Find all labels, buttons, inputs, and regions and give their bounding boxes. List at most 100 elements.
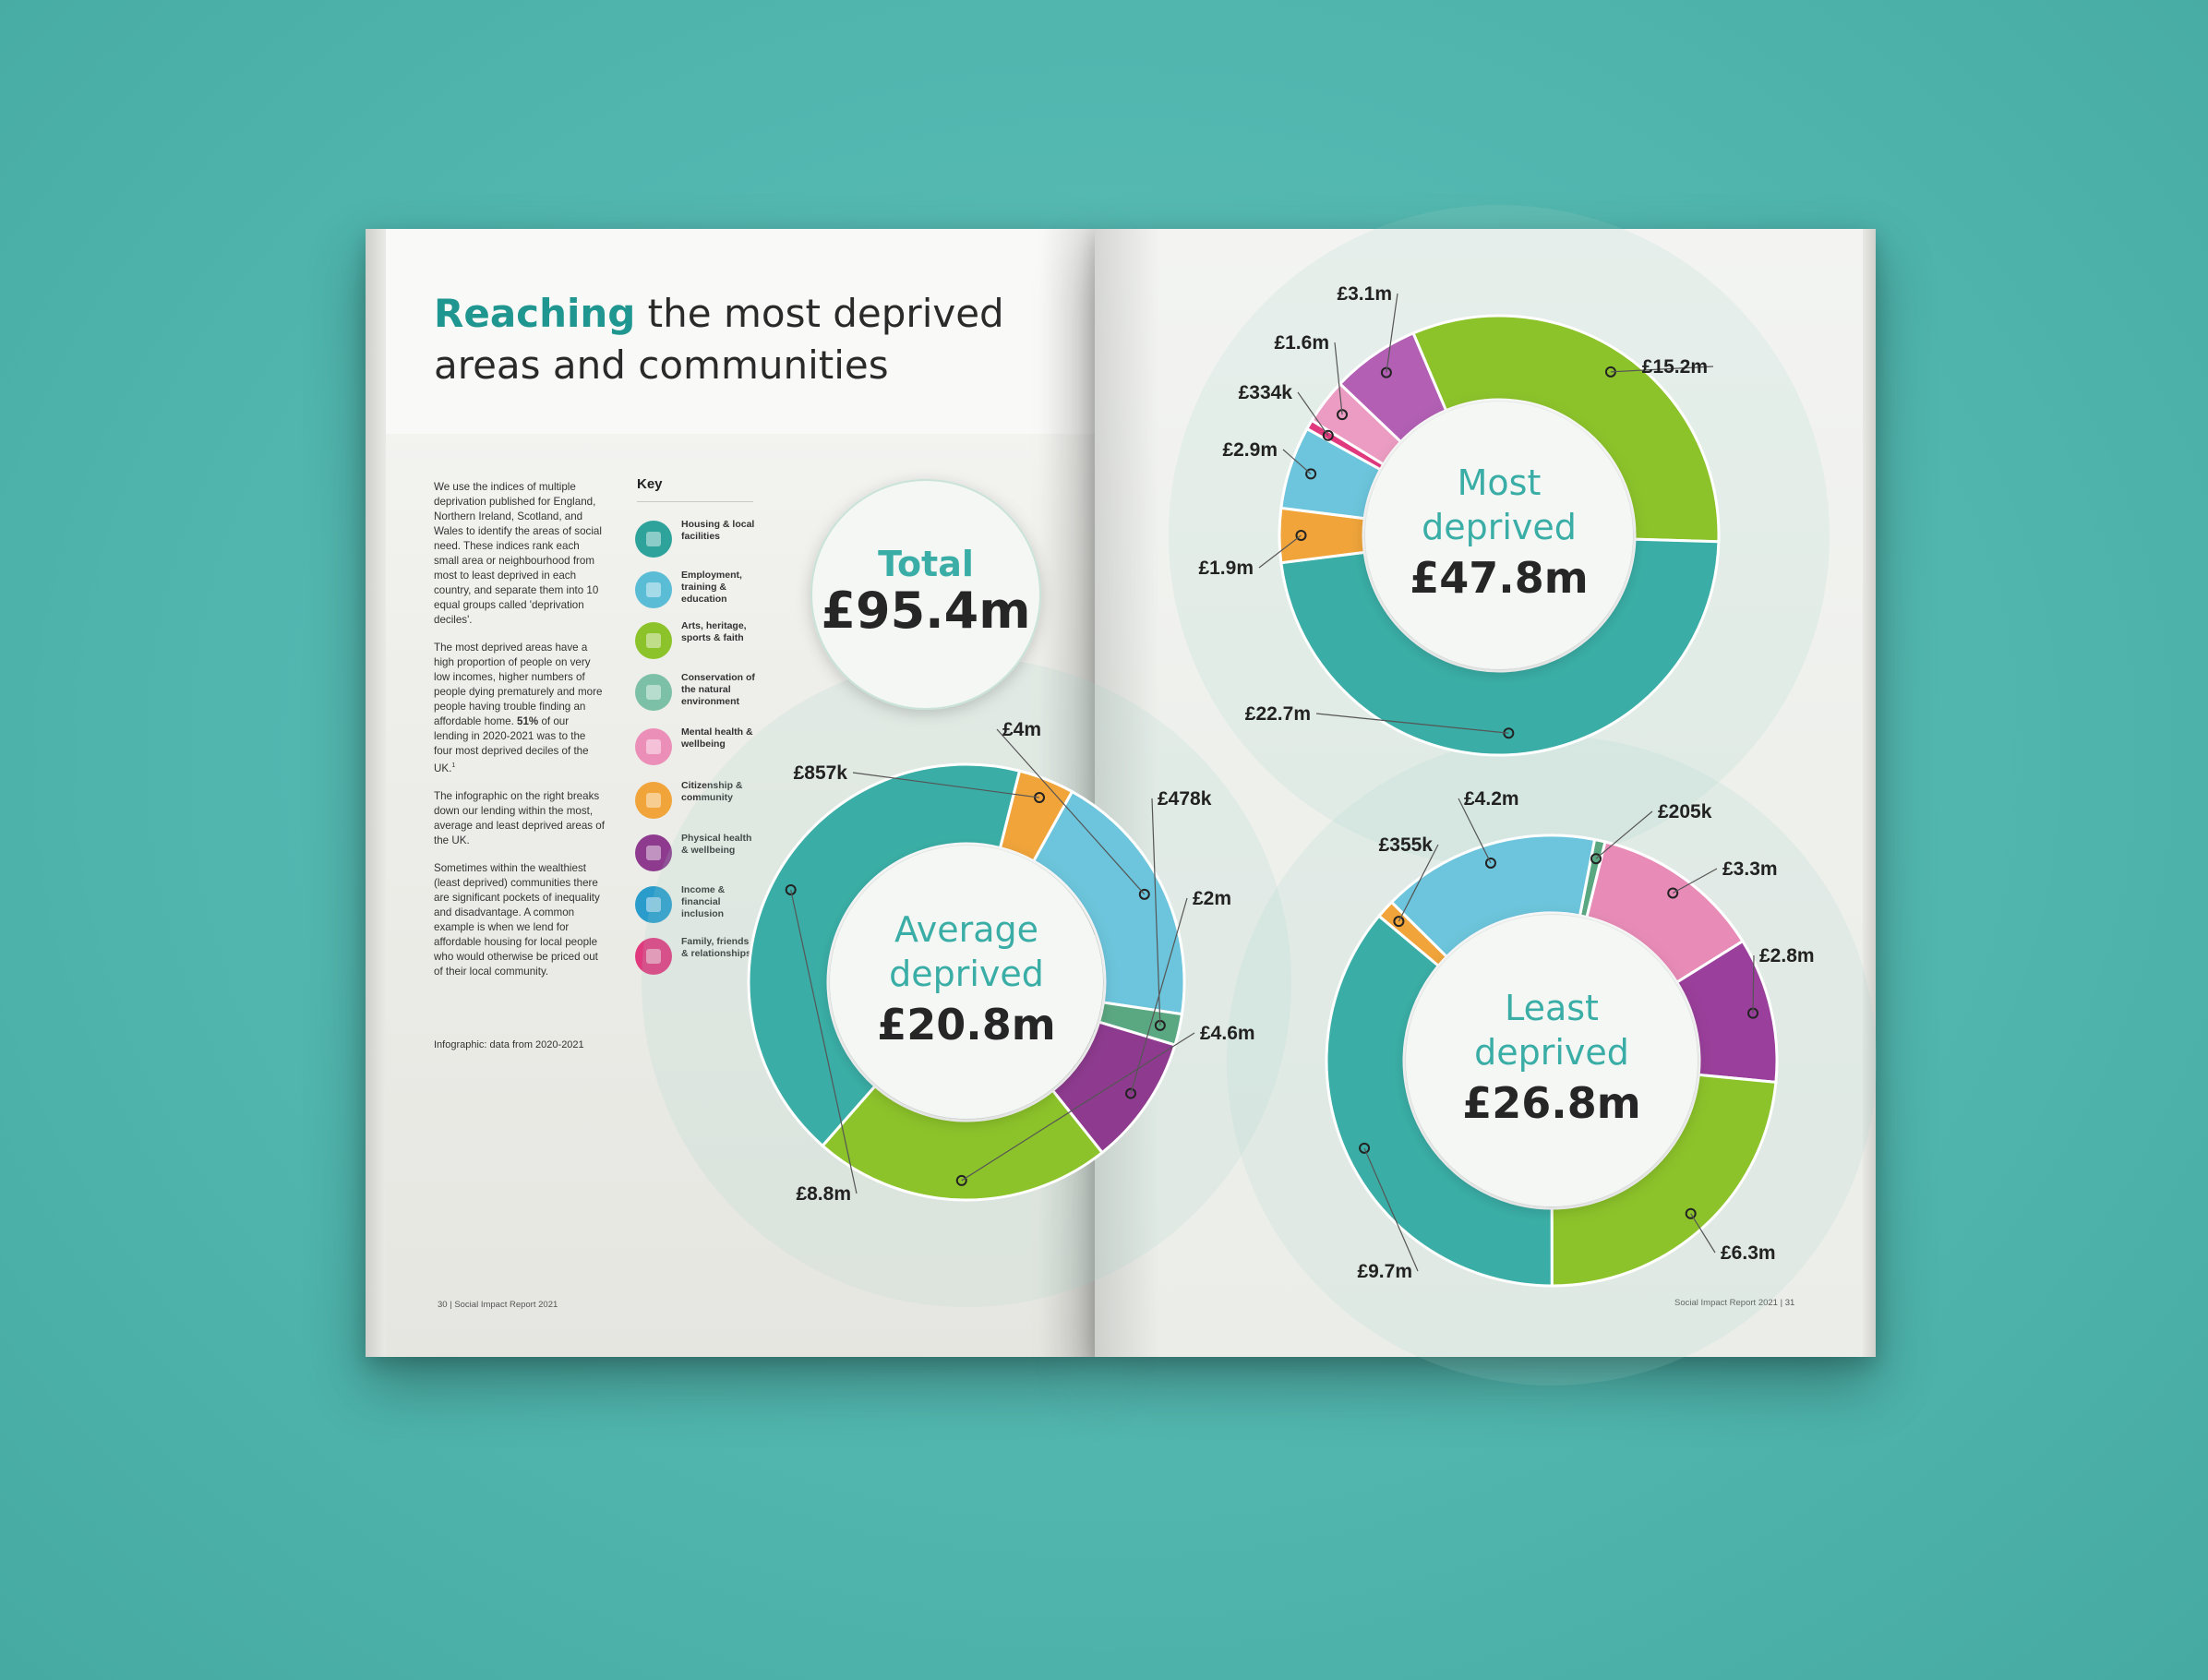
slice-value-label: £355k: [1379, 834, 1434, 856]
slice-value-label: £9.7m: [1357, 1261, 1412, 1282]
slice-value-label: £1.9m: [1198, 558, 1254, 579]
leader-line: [1334, 342, 1343, 415]
key-item: Mental health & wellbeing: [635, 725, 774, 771]
slice-value-label: £857k: [794, 762, 848, 784]
leader-line: [852, 772, 1040, 798]
slice-value-label: £2m: [1193, 888, 1231, 909]
icon-glyph: [646, 532, 661, 546]
icon-glyph: [646, 739, 661, 754]
slice-marker: [1484, 857, 1496, 869]
icon-glyph: [646, 949, 661, 964]
leader-line: [1282, 449, 1312, 474]
icon-glyph: [646, 582, 661, 597]
slice-value-label: £478k: [1158, 788, 1212, 810]
key-label: Conservation of the natural environment: [681, 672, 755, 707]
key-label: Housing & local facilities: [681, 519, 755, 542]
slice-marker: [1125, 1087, 1137, 1099]
book-icon: [635, 571, 672, 608]
slice-marker: [1590, 853, 1602, 865]
slice-value-label: £4.2m: [1464, 788, 1519, 810]
slice-marker: [1667, 887, 1679, 899]
paragraph: The most deprived areas have a high prop…: [434, 641, 606, 776]
title-highlight: Reaching: [434, 291, 636, 336]
people-icon: [635, 782, 672, 819]
leader-line: [1363, 1147, 1419, 1272]
donut-center: [830, 846, 1103, 1119]
chart-name-line: deprived: [889, 954, 1044, 994]
slice-marker: [1295, 530, 1307, 542]
slice-value-label: £2.9m: [1222, 439, 1278, 461]
slice-value-label: £15.2m: [1642, 356, 1708, 378]
donut-slice: [1411, 314, 1721, 544]
coin-hand-icon: [635, 886, 672, 923]
slice-value-label: £3.1m: [1337, 283, 1392, 305]
chart-name-line: deprived: [1422, 507, 1577, 547]
icon-glyph: [646, 897, 661, 912]
icon-glyph: [646, 633, 661, 648]
donut-slice: [1389, 834, 1597, 959]
data-source-note: Infographic: data from 2020-2021: [434, 1039, 584, 1050]
leader-line: [1398, 844, 1439, 922]
spine-shadow: [1095, 229, 1159, 1357]
slice-marker: [1138, 888, 1150, 900]
slice-value-label: £4m: [1002, 719, 1041, 740]
slice-value-label: £2.8m: [1759, 945, 1815, 966]
donut-slice: [1279, 537, 1721, 757]
slice-value-label: £334k: [1239, 382, 1293, 403]
leader-line: [1315, 713, 1509, 734]
key-item: Housing & local facilities: [635, 517, 774, 563]
slice-marker: [955, 1174, 967, 1186]
key-label: Employment, training & education: [681, 570, 742, 605]
total-label: Total: [878, 544, 974, 584]
leader-line: [1610, 366, 1714, 373]
folio-left: 30 | Social Impact Report 2021: [438, 1300, 558, 1310]
slice-marker: [785, 883, 797, 895]
total-value: £95.4m: [821, 582, 1030, 640]
slice-marker: [1685, 1207, 1697, 1219]
chart-total-value: £20.8m: [877, 1000, 1055, 1050]
chart-name-line: Most: [1458, 462, 1542, 503]
slice-value-label: £8.8m: [796, 1183, 851, 1205]
heartbeat-icon: [635, 834, 672, 871]
chart-name-line: Average: [894, 909, 1038, 950]
paragraph: Sometimes within the wealthiest (least d…: [434, 861, 600, 978]
leader-line: [1130, 897, 1188, 1094]
leader-line: [1672, 868, 1718, 894]
donut-slice: [1550, 1073, 1778, 1288]
paragraph: We use the indices of multiple deprivati…: [434, 481, 602, 626]
donut-slice: [1031, 789, 1186, 1016]
key-item: Physical health & wellbeing: [635, 831, 774, 877]
highlight-percent: 51%: [517, 715, 539, 727]
palette-icon: [635, 622, 672, 659]
body-text: We use the indices of multiple deprivati…: [434, 480, 606, 992]
icon-glyph: [646, 793, 661, 808]
chart-total-value: £26.8m: [1462, 1078, 1640, 1128]
total-circle: [810, 479, 1041, 710]
key-label: Income & financial inclusion: [681, 884, 726, 919]
donut-center: [1365, 402, 1633, 669]
title-rest: the most deprived: [635, 291, 1004, 336]
key-title: Key: [637, 476, 663, 492]
leader-line: [1458, 798, 1492, 864]
key-item: Employment, training & education: [635, 568, 774, 614]
leader-line: [961, 1032, 1195, 1182]
key-item: Family, friends & relationships: [635, 934, 774, 980]
leader-line: [1386, 293, 1398, 373]
donut-slice: [1338, 330, 1448, 444]
key-item: Citizenship & community: [635, 778, 774, 824]
slice-marker: [1034, 792, 1046, 804]
page-title: Reaching the most deprived areas and com…: [434, 288, 1025, 391]
slice-value-label: £22.7m: [1245, 703, 1311, 725]
leader-line: [1297, 391, 1329, 437]
leader-line: [1752, 954, 1755, 1014]
key-label: Citizenship & community: [681, 780, 743, 803]
slice-marker: [1305, 468, 1317, 480]
slice-value-label: £4.6m: [1200, 1023, 1255, 1044]
slice-value-label: £6.3m: [1721, 1242, 1776, 1264]
heart-icon: [635, 728, 672, 765]
leaf-icon: [635, 674, 672, 711]
leader-line: [1595, 810, 1653, 859]
slice-marker: [1359, 1142, 1371, 1154]
leader-line: [996, 728, 1146, 895]
